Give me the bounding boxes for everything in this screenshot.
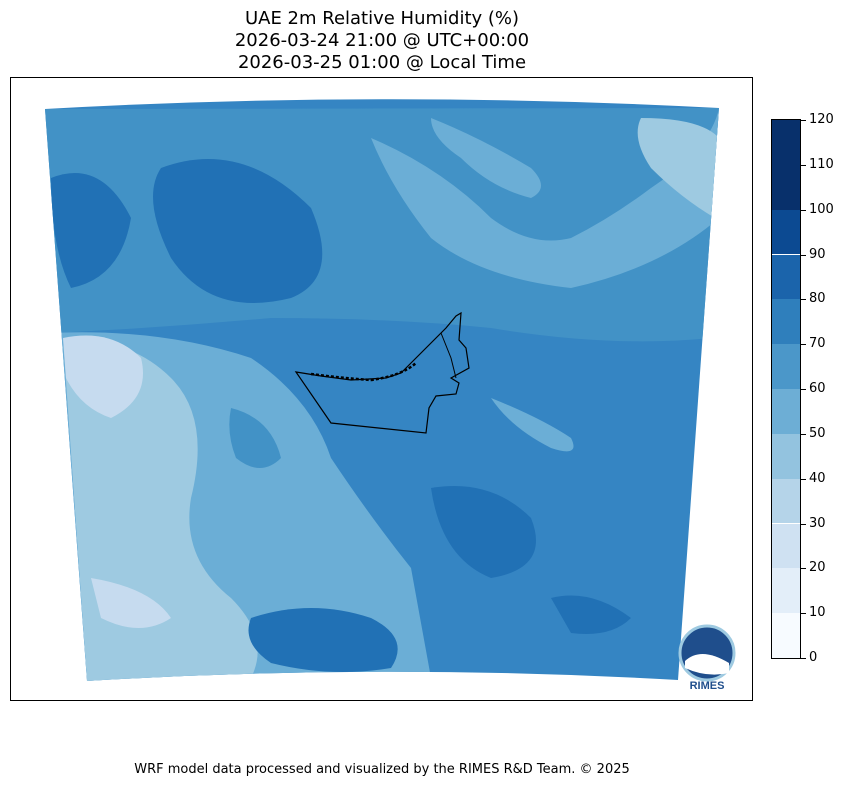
chart-title-line-2: 2026-03-24 21:00 @ UTC+00:00 (234, 30, 530, 51)
colorbar-tick (801, 568, 806, 570)
colorbar-tick-label: 50 (809, 425, 826, 441)
map-panel: RIMES (10, 77, 753, 701)
colorbar-segment (772, 613, 800, 658)
colorbar-tick (801, 658, 806, 659)
chart-title-line-3: 2026-03-25 01:00 @ Local Time (237, 52, 527, 73)
colorbar-tick-label: 80 (809, 291, 826, 307)
colorbar-tick-label: 70 (809, 336, 826, 352)
colorbar-segment (772, 523, 800, 569)
colorbar-tick-label: 100 (809, 201, 834, 217)
colorbar-segment (772, 254, 800, 300)
colorbar-tick-label: 90 (809, 246, 826, 262)
colorbar-tick (801, 209, 806, 211)
humidity-core-nw (153, 159, 323, 303)
humidity-streak-ne (431, 118, 541, 198)
colorbar-segment (772, 433, 800, 479)
colorbar-tick (801, 613, 806, 615)
rimes-logo: RIMES (678, 624, 736, 692)
colorbar-segment (772, 209, 800, 255)
coastal-islands (310, 362, 417, 382)
colorbar-segment (772, 478, 800, 524)
colorbar-segment (772, 344, 800, 389)
colorbar-tick (801, 433, 806, 435)
humidity-band-40-ne (637, 118, 719, 218)
rimes-logo-text: RIMES (690, 680, 725, 692)
colorbar-segment (772, 120, 800, 165)
colorbar-tick-label: 120 (809, 112, 834, 127)
humidity-patch-30-sw (91, 578, 171, 628)
colorbar-tick-label: 20 (809, 560, 826, 576)
humidity-streak-east (491, 398, 574, 452)
humidity-pocket-south (248, 608, 398, 672)
colorbar-tick (801, 344, 806, 346)
colorbar-tick-label: 10 (809, 605, 826, 621)
humidity-band-60-ne (371, 108, 719, 288)
colorbar-tick (801, 299, 806, 301)
footer-credit: WRF model data processed and visualized … (134, 762, 630, 777)
humidity-patch-70-w (229, 408, 281, 468)
colorbar-tick (801, 254, 806, 256)
colorbar-tick-label: 30 (809, 515, 826, 531)
colorbar-segment (772, 164, 800, 210)
colorbar-segment (772, 389, 800, 434)
colorbar-segment (772, 299, 800, 345)
chart-title-line-1: UAE 2m Relative Humidity (%) (244, 8, 520, 29)
humidity-map: RIMES (45, 99, 736, 692)
colorbar-segment (772, 568, 800, 614)
colorbar-tick (801, 164, 806, 166)
colorbar-tick-label: 40 (809, 470, 826, 486)
colorbar-tick-label: 0 (809, 650, 818, 665)
colorbar-tick-label: 60 (809, 381, 826, 396)
colorbar-tick-label: 110 (809, 156, 834, 172)
colorbar-tick (801, 478, 806, 480)
humidity-field (45, 99, 719, 682)
colorbar-tick (801, 120, 806, 121)
colorbar (771, 119, 801, 659)
humidity-band-30-w (63, 335, 143, 418)
humidity-pocket-southeast (431, 486, 536, 578)
colorbar-tick (801, 389, 806, 390)
colorbar-tick (801, 523, 806, 525)
humidity-pocket-far-se (551, 595, 631, 634)
humidity-core-west (51, 173, 131, 288)
emirate-border (440, 332, 457, 379)
